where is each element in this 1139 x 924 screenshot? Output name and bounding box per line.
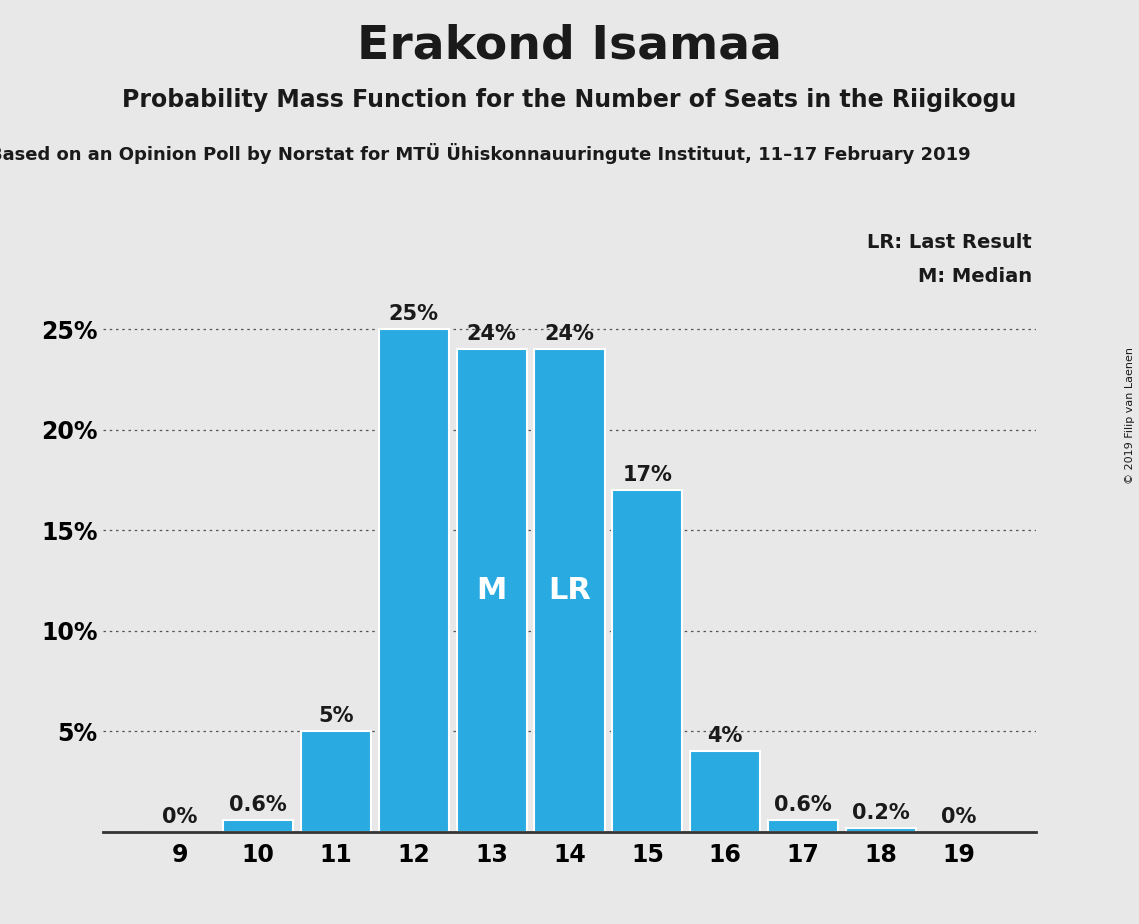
Bar	[301, 731, 371, 832]
Text: Probability Mass Function for the Number of Seats in the Riigikogu: Probability Mass Function for the Number…	[122, 88, 1017, 112]
Text: LR: Last Result: LR: Last Result	[867, 233, 1032, 252]
Text: M: M	[476, 576, 507, 605]
Bar	[457, 349, 526, 832]
Bar	[378, 329, 449, 832]
Text: Erakond Isamaa: Erakond Isamaa	[357, 23, 782, 68]
Text: Based on an Opinion Poll by Norstat for MTÜ Ühiskonnauuringute Instituut, 11–17 : Based on an Opinion Poll by Norstat for …	[0, 143, 970, 164]
Text: 4%: 4%	[707, 726, 743, 747]
Bar	[690, 751, 761, 832]
Bar	[846, 828, 916, 832]
Text: 17%: 17%	[622, 465, 672, 485]
Text: LR: LR	[548, 576, 591, 605]
Bar	[223, 820, 293, 832]
Text: 5%: 5%	[318, 706, 353, 726]
Text: 0.2%: 0.2%	[852, 803, 910, 822]
Bar	[768, 820, 838, 832]
Text: 24%: 24%	[467, 324, 517, 344]
Text: 0.6%: 0.6%	[775, 795, 833, 815]
Bar	[534, 349, 605, 832]
Text: 25%: 25%	[388, 304, 439, 324]
Bar	[613, 490, 682, 832]
Text: 24%: 24%	[544, 324, 595, 344]
Text: 0%: 0%	[941, 807, 976, 827]
Text: © 2019 Filip van Laenen: © 2019 Filip van Laenen	[1125, 347, 1134, 484]
Text: 0%: 0%	[163, 807, 198, 827]
Text: 0.6%: 0.6%	[229, 795, 287, 815]
Text: M: Median: M: Median	[918, 267, 1032, 286]
